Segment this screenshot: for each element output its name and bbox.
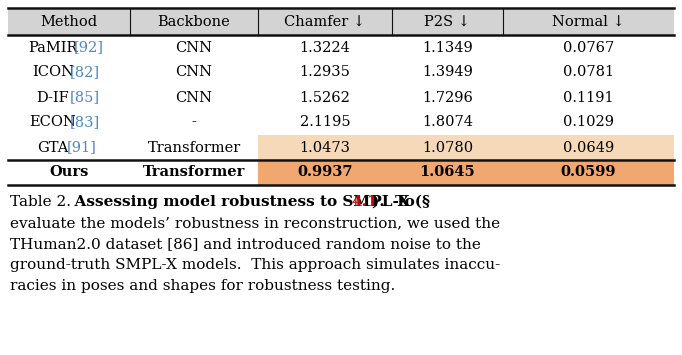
Text: 1.3224: 1.3224 (299, 40, 351, 55)
Text: Ours: Ours (49, 165, 89, 180)
Text: evaluate the models’ robustness in reconstruction, we used the: evaluate the models’ robustness in recon… (10, 216, 500, 230)
Text: 4.1: 4.1 (351, 195, 378, 209)
Text: 1.5262: 1.5262 (299, 91, 351, 104)
Text: D-IF: D-IF (36, 91, 69, 104)
Text: 0.0599: 0.0599 (561, 165, 617, 180)
Text: 1.7296: 1.7296 (422, 91, 473, 104)
Bar (258, 135, 674, 160)
Text: 1.0645: 1.0645 (419, 165, 475, 180)
Text: Transformer: Transformer (143, 165, 246, 180)
Text: Transformer: Transformer (147, 141, 241, 154)
Text: 0.0649: 0.0649 (563, 141, 614, 154)
Text: 1.8074: 1.8074 (422, 115, 473, 130)
Text: 1.1349: 1.1349 (422, 40, 473, 55)
Text: Chamfer ↓: Chamfer ↓ (284, 15, 366, 28)
Text: 0.1191: 0.1191 (563, 91, 614, 104)
Text: 0.0781: 0.0781 (563, 66, 614, 80)
Text: 1.3949: 1.3949 (422, 66, 473, 80)
Text: ECON: ECON (29, 115, 76, 130)
Text: [85]: [85] (70, 91, 100, 104)
Text: 0.9937: 0.9937 (297, 165, 353, 180)
Text: 1.0473: 1.0473 (299, 141, 351, 154)
Text: CNN: CNN (175, 66, 213, 80)
Text: ICON: ICON (32, 66, 74, 80)
Text: 2.1195: 2.1195 (299, 115, 351, 130)
Text: -: - (192, 115, 196, 130)
Text: Method: Method (40, 15, 98, 28)
Bar (258, 160, 674, 185)
Text: [82]: [82] (70, 66, 100, 80)
Text: Table 2.: Table 2. (10, 195, 71, 209)
Text: CNN: CNN (175, 91, 213, 104)
Text: [83]: [83] (70, 115, 100, 130)
Text: 0.0767: 0.0767 (563, 40, 614, 55)
Text: ).  To: ). To (372, 195, 415, 209)
Text: Backbone: Backbone (158, 15, 231, 28)
Bar (8, 8, 674, 35)
Text: 1.0780: 1.0780 (422, 141, 473, 154)
Text: ground-truth SMPL-X models.  This approach simulates inaccu-: ground-truth SMPL-X models. This approac… (10, 258, 501, 272)
Text: PaMIR: PaMIR (28, 40, 78, 55)
Text: [92]: [92] (74, 40, 104, 55)
Text: CNN: CNN (175, 40, 213, 55)
Text: THuman2.0 dataset [86] and introduced random noise to the: THuman2.0 dataset [86] and introduced ra… (10, 237, 481, 251)
Text: GTA: GTA (37, 141, 68, 154)
Text: [91]: [91] (67, 141, 97, 154)
Text: 1.2935: 1.2935 (299, 66, 351, 80)
Text: Normal ↓: Normal ↓ (552, 15, 625, 28)
Text: 0.1029: 0.1029 (563, 115, 614, 130)
Text: Assessing model robustness to SMPL-X (§: Assessing model robustness to SMPL-X (§ (64, 195, 430, 209)
Text: racies in poses and shapes for robustness testing.: racies in poses and shapes for robustnes… (10, 279, 396, 293)
Text: P2S ↓: P2S ↓ (424, 15, 471, 28)
